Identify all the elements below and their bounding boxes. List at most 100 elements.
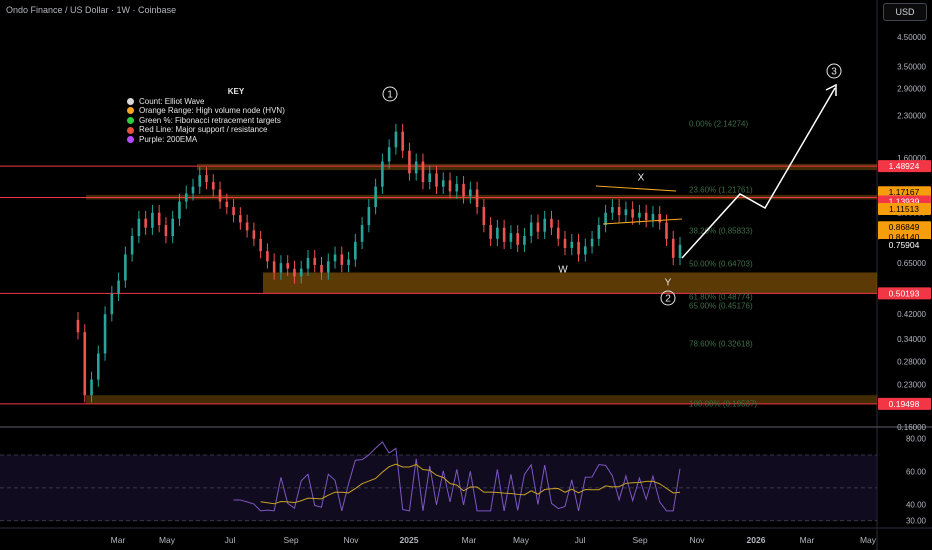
price-tick-label: 0.16000 [897, 423, 926, 432]
price-label-text: 1.13939 [889, 196, 920, 206]
legend-label: Green %: Fibonacci retracement targets [139, 115, 281, 125]
red-dot-icon [127, 126, 134, 134]
price-tick-label: 2.90000 [897, 84, 926, 93]
candle-body [597, 225, 601, 239]
candle [218, 181, 222, 209]
candle [374, 178, 377, 215]
orange-dot-icon [127, 107, 134, 115]
candle [496, 219, 499, 247]
rsi-tick-label: 30.00 [906, 517, 927, 526]
candle-body [523, 235, 526, 245]
candle-body [658, 213, 662, 223]
fib-label: 23.60% (1.21761) [689, 186, 753, 195]
legend-title: KEY [227, 87, 245, 96]
time-tick-label: Jul [225, 535, 236, 545]
price-tick-label: 0.28000 [897, 358, 926, 367]
wave-label: Y [665, 278, 672, 289]
price-label-box [878, 186, 931, 199]
candle [462, 175, 465, 204]
candle [536, 214, 540, 239]
price-tick-label: 0.65000 [897, 259, 926, 268]
time-tick-label: Sep [632, 535, 647, 545]
candle [239, 207, 242, 230]
legend-item-wave: Count: Elliot Wave [127, 97, 285, 107]
candle [381, 153, 384, 194]
rsi-line [233, 441, 681, 512]
candle-body [76, 319, 80, 333]
candle-body [644, 212, 648, 220]
candle-body [448, 180, 452, 192]
candle-body [509, 233, 513, 242]
candle [286, 255, 289, 276]
candle-body [137, 218, 141, 236]
candle-body [408, 150, 411, 174]
candle [428, 165, 432, 190]
candle [178, 193, 181, 226]
candle-body [157, 212, 161, 226]
candle-body [381, 161, 384, 187]
candle [232, 199, 235, 223]
flag-upper-line [595, 185, 677, 192]
candle-body [279, 263, 283, 273]
candle [597, 217, 601, 247]
candle [252, 222, 256, 247]
legend-item-sr: Red Line: Major support / resistance [127, 125, 285, 135]
candle [164, 217, 168, 244]
price-label: 1.17167 [878, 186, 931, 199]
wave-label: W [558, 265, 568, 276]
candle [475, 181, 479, 215]
wave-label: 3 [831, 67, 837, 78]
candle-body [489, 225, 492, 239]
candle [489, 217, 492, 247]
legend-label: Count: Elliot Wave [139, 96, 205, 106]
candle-body [665, 222, 668, 239]
candle-body [306, 257, 310, 269]
time-tick-label: Nov [343, 535, 359, 545]
time-tick-label: Sep [283, 535, 298, 545]
candle-body [631, 209, 634, 218]
candle-body [482, 207, 486, 226]
candle [205, 167, 208, 190]
candle-body [455, 183, 459, 192]
candle [103, 306, 107, 361]
candle-body [496, 227, 499, 239]
fib-label: 38.20% (0.85833) [689, 227, 753, 236]
candle [137, 210, 141, 244]
candle [448, 172, 452, 199]
candle-body [611, 207, 614, 213]
candle [299, 260, 303, 284]
candle-body [421, 161, 425, 183]
candle [117, 272, 120, 302]
candle [333, 246, 337, 269]
price-label: 0.75904 [878, 238, 931, 251]
candle [360, 217, 364, 250]
wave-label: 2 [665, 294, 671, 305]
candle-body [347, 259, 350, 265]
candle [110, 285, 114, 322]
currency-button[interactable]: USD [883, 3, 927, 21]
candle-body [96, 353, 100, 380]
time-tick-label: May [159, 535, 176, 545]
candle [435, 165, 438, 194]
candle [611, 199, 614, 220]
candle [76, 311, 80, 340]
candle-body [651, 213, 655, 220]
candle [550, 210, 553, 235]
candle-body [117, 280, 120, 294]
price-tick-label: 4.50000 [897, 33, 926, 42]
candle-body [624, 209, 628, 216]
candle-body [556, 227, 560, 239]
candle [245, 214, 249, 238]
wave-circle [660, 290, 676, 306]
price-label-text: 0.19498 [889, 399, 920, 409]
legend-label: Red Line: Major support / resistance [139, 125, 268, 135]
candle [124, 246, 127, 288]
candle-body [151, 212, 154, 228]
candle-body [171, 218, 174, 236]
candle [414, 153, 418, 181]
price-tick-label: 3.50000 [897, 62, 926, 71]
legend-label: Purple: 200EMA [139, 134, 198, 144]
time-tick-label: Jul [575, 535, 586, 545]
candle-body [83, 332, 87, 396]
